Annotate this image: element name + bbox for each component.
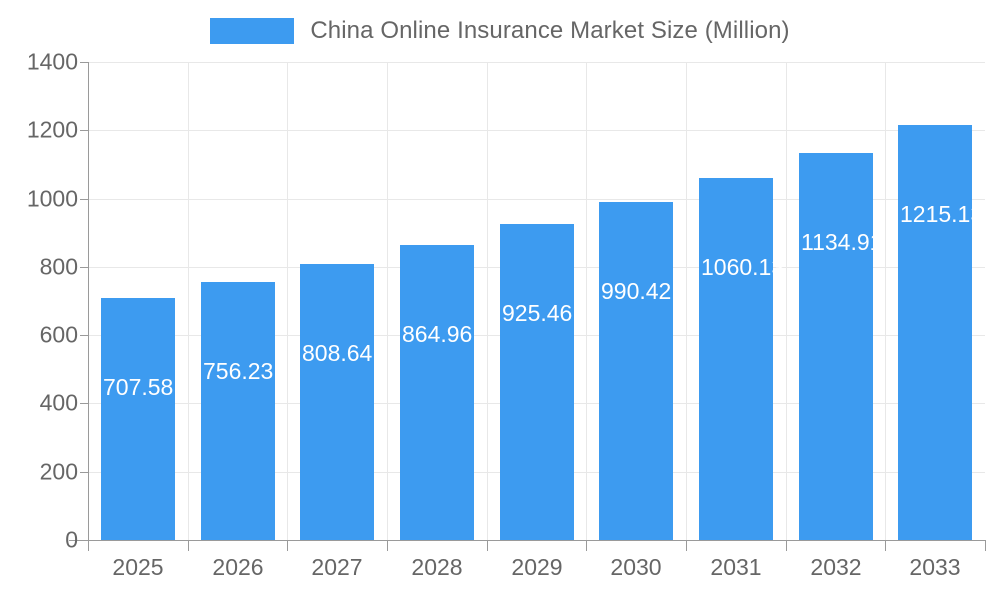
y-axis-tick-mark: [80, 199, 89, 200]
y-axis-tick-mark: [80, 335, 89, 336]
gridline-vertical: [387, 62, 388, 540]
gridline-vertical: [686, 62, 687, 540]
x-axis-tick-label: 2028: [411, 554, 463, 580]
gridline-vertical: [287, 62, 288, 540]
x-axis-tick-label: 2031: [710, 554, 762, 580]
bar[interactable]: [799, 153, 873, 540]
y-axis-tick-label: 1000: [26, 185, 78, 212]
x-axis-tick-mark: [387, 540, 388, 551]
y-axis-tick-mark: [80, 403, 89, 404]
y-axis-tick-label: 1400: [26, 48, 78, 75]
x-axis-tick-label: 2025: [112, 554, 164, 580]
bar[interactable]: [300, 264, 374, 540]
x-axis-tick-mark: [985, 540, 986, 551]
bar-value-label: 756.23: [203, 358, 274, 384]
bar[interactable]: [101, 298, 175, 540]
x-axis-tick-mark: [487, 540, 488, 551]
x-axis-tick-label: 2033: [909, 554, 961, 580]
y-axis-tick-mark: [80, 130, 89, 131]
gridline-vertical: [188, 62, 189, 540]
y-axis-tick-mark: [80, 540, 89, 541]
y-axis-tick-label: 400: [39, 389, 78, 416]
bar-value-label: 925.46: [502, 300, 573, 326]
y-axis-tick-mark: [80, 62, 89, 63]
x-axis-line: [69, 540, 985, 541]
legend-label: China Online Insurance Market Size (Mill…: [310, 17, 790, 44]
bar[interactable]: [201, 282, 275, 540]
y-axis-tick-mark: [80, 267, 89, 268]
bar-value-label: 707.58: [103, 374, 174, 400]
gridline-vertical: [885, 62, 886, 540]
x-axis-tick-label: 2026: [212, 554, 264, 580]
bar[interactable]: [599, 202, 673, 540]
y-axis-tick-label: 0: [65, 526, 78, 553]
y-axis-tick-label: 800: [39, 253, 78, 280]
x-axis-tick-mark: [786, 540, 787, 551]
y-axis-tick-mark: [80, 472, 89, 473]
gridline-vertical: [586, 62, 587, 540]
x-axis-tick-mark: [188, 540, 189, 551]
x-axis-tick-label: 2030: [610, 554, 662, 580]
gridline-vertical: [786, 62, 787, 540]
bar[interactable]: [699, 178, 773, 540]
gridline-horizontal: [88, 198, 985, 200]
x-axis-tick-mark: [88, 540, 89, 551]
legend-color-swatch: [210, 18, 295, 44]
bar-value-label: 808.64: [302, 340, 373, 366]
bar-value-label: 864.96: [402, 321, 473, 347]
bar-value-label: 1215.13: [900, 201, 984, 227]
y-axis-line: [88, 62, 89, 541]
gridline-horizontal: [88, 130, 985, 132]
bar[interactable]: [500, 224, 574, 540]
gridline-vertical: [487, 62, 488, 540]
chart-legend: China Online Insurance Market Size (Mill…: [0, 10, 1000, 52]
x-axis-tick-label: 2029: [511, 554, 563, 580]
x-axis-tick-mark: [885, 540, 886, 551]
y-axis-tick-label: 600: [39, 321, 78, 348]
x-axis-tick-mark: [586, 540, 587, 551]
bar-value-label: 1134.91: [801, 229, 883, 255]
x-axis-tick-mark: [287, 540, 288, 551]
x-axis-tick-mark: [686, 540, 687, 551]
bar[interactable]: [898, 125, 972, 540]
bar[interactable]: [400, 245, 474, 540]
y-axis-tick-label: 1200: [26, 116, 78, 143]
x-axis-tick-label: 2027: [311, 554, 363, 580]
bar-value-label: 990.42: [601, 278, 672, 304]
bar-value-label: 1060.13: [701, 254, 785, 280]
y-axis-tick-label: 200: [39, 458, 78, 485]
y-axis-labels: 0 200 400 600 800 1000 1200 1400: [0, 0, 78, 600]
x-axis-tick-label: 2032: [810, 554, 862, 580]
gridline-horizontal: [88, 62, 985, 63]
